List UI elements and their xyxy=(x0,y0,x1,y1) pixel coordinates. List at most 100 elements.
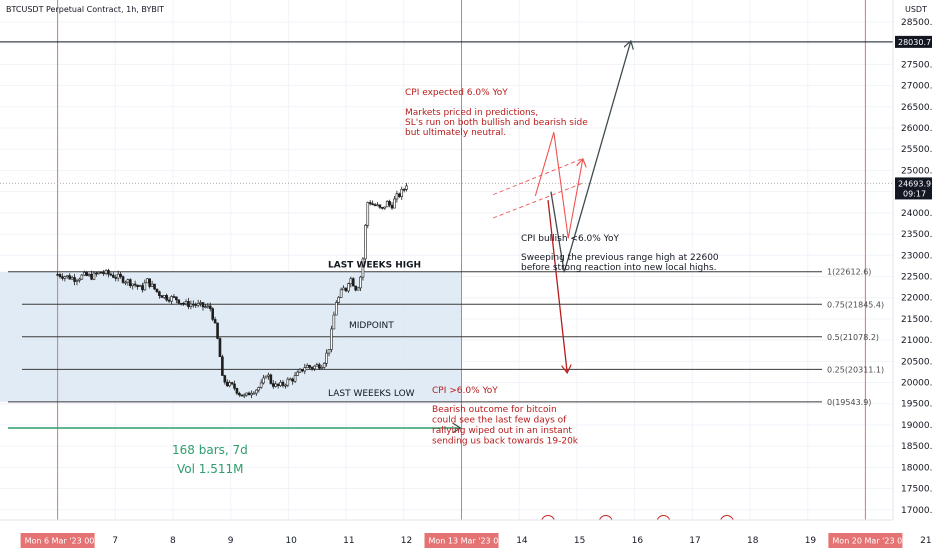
fib-label: 0(19543.9) xyxy=(827,398,871,407)
candle-body xyxy=(400,189,404,197)
date-tick-label: 14 xyxy=(516,536,528,546)
candle-body xyxy=(381,207,384,209)
candle-body xyxy=(383,206,387,209)
candle-body xyxy=(167,299,171,302)
neutral-note-line: but ultimately neutral. xyxy=(405,128,506,138)
bearish-note-line: Bearish outcome for bitcoin xyxy=(432,405,557,415)
candle-body xyxy=(378,204,382,208)
candle-body xyxy=(281,381,285,386)
candle-body xyxy=(141,285,144,291)
candle-body xyxy=(63,276,67,279)
candle-body xyxy=(58,274,62,277)
candle-body xyxy=(296,371,299,376)
candle-body xyxy=(393,198,396,209)
date-tick-label: 7 xyxy=(112,536,118,546)
candle-body xyxy=(235,388,239,394)
candle-body xyxy=(129,279,132,287)
price-tick-label: 17500.0 xyxy=(901,485,932,495)
candle-body xyxy=(165,295,168,301)
neutral-note-line: Markets priced in predictions, xyxy=(405,108,538,118)
date-flag-text: Mon 6 Mar '23 00:00 xyxy=(25,537,108,546)
candle-body xyxy=(230,382,234,385)
candle-body xyxy=(158,291,161,296)
candle-body xyxy=(182,302,185,305)
date-tick-label: 12 xyxy=(401,536,412,546)
date-tick-label: 18 xyxy=(747,536,759,546)
candle-body xyxy=(99,271,103,274)
candle-body xyxy=(177,299,181,304)
candle-body xyxy=(133,283,137,286)
candle-body xyxy=(187,301,190,307)
candle-body xyxy=(97,271,101,275)
candle-body xyxy=(211,308,214,320)
candle-body xyxy=(82,272,86,276)
date-tick-label: 17 xyxy=(689,536,700,546)
candle-body xyxy=(371,203,374,206)
candle-body xyxy=(271,383,275,387)
bullish-note-line: before strong reaction into new local hi… xyxy=(521,263,717,273)
price-tick-label: 18500.0 xyxy=(901,442,932,452)
candle-body xyxy=(208,305,212,309)
candle-body xyxy=(75,280,79,282)
candle-body xyxy=(221,356,224,376)
price-tick-label: 22500.0 xyxy=(901,272,932,282)
candle-body xyxy=(364,224,367,260)
bearish-note-line: could see the last few days of xyxy=(432,416,567,426)
candle-body xyxy=(262,377,265,384)
candle-body xyxy=(109,273,113,276)
candle-body xyxy=(313,365,316,370)
candle-body xyxy=(90,274,93,280)
candle-body xyxy=(116,273,120,279)
candle-body xyxy=(153,283,156,290)
price-tick-label: 26500.0 xyxy=(901,103,932,113)
price-tick-label: 27500.0 xyxy=(901,60,932,70)
candle-body xyxy=(138,285,142,288)
key-level-tag xyxy=(895,35,932,48)
candle-body xyxy=(276,383,280,387)
candle-body xyxy=(206,305,210,308)
candle-body xyxy=(179,302,183,305)
range-volume-label: Vol 1.511M xyxy=(177,462,243,476)
price-tick-label: 17000.0 xyxy=(901,506,932,516)
candle-body xyxy=(349,278,353,285)
candle-body xyxy=(204,306,207,308)
candle-body xyxy=(87,274,91,276)
date-tick-label: 21 xyxy=(920,536,931,546)
candle-body xyxy=(284,384,287,387)
candle-body xyxy=(240,394,244,397)
candle-body xyxy=(114,277,118,279)
date-tick-label: 15 xyxy=(574,536,585,546)
candle-body xyxy=(194,304,198,306)
fib-label: 0.5(21078.2) xyxy=(827,333,879,342)
candle-body xyxy=(189,303,193,307)
candle-body xyxy=(291,378,294,382)
candle-body xyxy=(286,378,290,386)
candle-body xyxy=(70,277,74,280)
candle-body xyxy=(184,301,188,305)
candle-body xyxy=(373,204,377,206)
candle-body xyxy=(310,366,314,370)
date-flag xyxy=(20,533,95,548)
candle-body xyxy=(288,378,292,381)
candle-body xyxy=(318,364,321,369)
cpi-expected-note: CPI expected 6.0% YoY xyxy=(405,88,508,98)
candle-body xyxy=(150,283,154,287)
candle-body xyxy=(145,278,149,284)
annotations: LAST WEEKS HIGH MIDPOINT LAST WEEEKS LOW 16… xyxy=(172,88,734,529)
candle-body xyxy=(225,381,229,387)
channel-top xyxy=(493,158,583,196)
date-tick-label: 11 xyxy=(343,536,354,546)
candle-body xyxy=(213,319,217,324)
candle-body xyxy=(126,279,130,283)
candle-body xyxy=(344,287,348,292)
candle-body xyxy=(361,258,365,278)
current-price-tag xyxy=(895,177,932,200)
candle-body xyxy=(73,277,76,282)
candle-body xyxy=(264,375,268,379)
symbol-title[interactable]: BTCUSDT Perpetual Contract, 1h, BYBIT xyxy=(6,5,164,14)
price-axis[interactable] xyxy=(893,0,932,550)
candle-body xyxy=(119,273,122,277)
fib-label: 0.75(21845.4) xyxy=(827,300,884,309)
date-tick-label: 9 xyxy=(228,536,234,546)
